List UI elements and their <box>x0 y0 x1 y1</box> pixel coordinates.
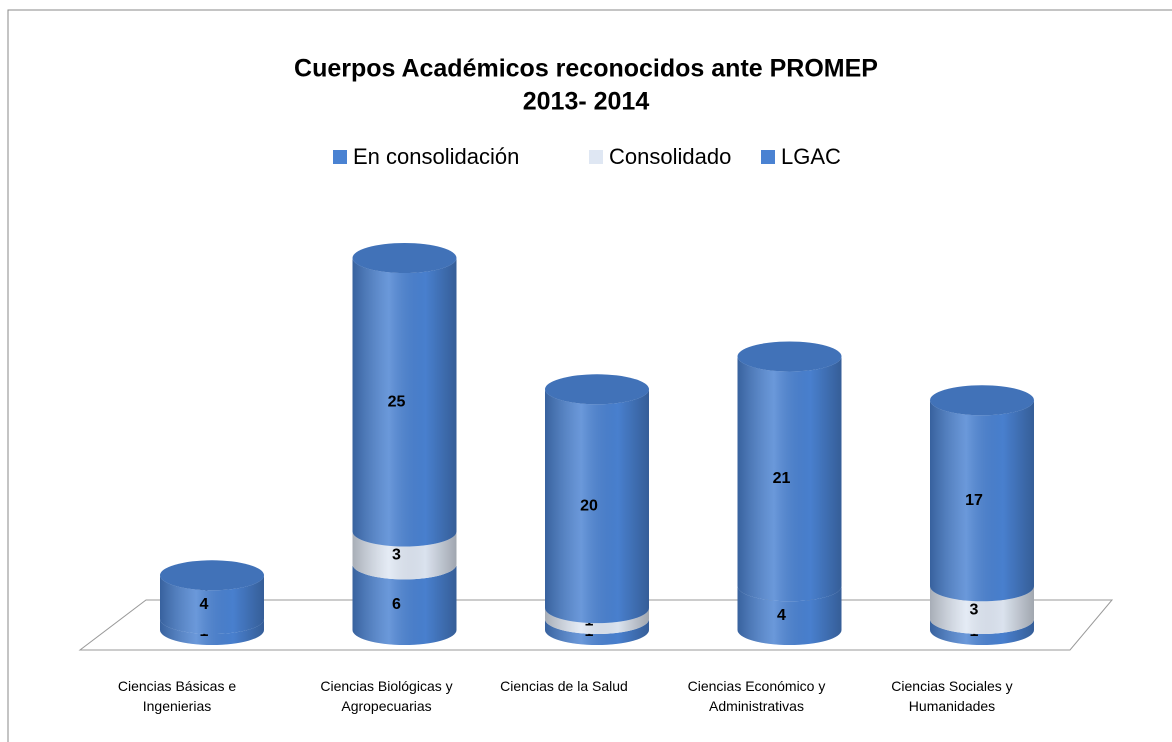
cylinder-cap <box>545 374 649 405</box>
cylinder-cap-shade <box>737 341 842 372</box>
legend-label: LGAC <box>781 144 841 169</box>
segment-shade <box>930 586 1034 635</box>
cylinder-cap <box>160 560 264 591</box>
cylinder-cap <box>737 341 842 372</box>
data-label: 4 <box>200 596 209 613</box>
data-label: 6 <box>392 596 401 613</box>
data-label: 17 <box>965 492 983 509</box>
chart-subtitle: 2013- 2014 <box>523 88 650 116</box>
cylinder-cap <box>930 385 1034 416</box>
segment-shade <box>737 586 842 646</box>
cylinder-cap-shade <box>352 243 457 273</box>
legend-label: En consolidación <box>353 144 519 169</box>
segment-shade <box>352 531 457 580</box>
cylinder-cap-shade <box>160 560 264 591</box>
segment-shade <box>545 389 649 624</box>
data-label: 25 <box>388 393 406 410</box>
segment-shade <box>160 575 264 635</box>
segment-shade <box>352 258 457 547</box>
data-label: 3 <box>970 601 979 618</box>
cylinder-cap-shade <box>930 385 1034 416</box>
cylinder-cap <box>352 243 457 273</box>
cylinder-cap-shade <box>545 374 649 405</box>
segment-shade <box>930 619 1034 645</box>
segment-shade <box>160 619 264 645</box>
x-tick-label: Ciencias Económico y Administrativas <box>687 678 826 714</box>
data-label: 3 <box>392 547 401 564</box>
legend-swatch <box>761 150 775 164</box>
data-label: 4 <box>777 607 786 624</box>
data-label: 20 <box>580 497 598 514</box>
chart-border <box>7 9 1172 742</box>
x-tick-label: Ciencias de la Salud <box>500 678 628 694</box>
x-tick-label: Ciencias Biológicas y Agropecuarias <box>320 678 453 714</box>
segment-shade <box>545 619 649 645</box>
segment-shade <box>545 608 649 635</box>
segment-shade <box>930 400 1034 602</box>
segment-shade <box>352 564 457 646</box>
data-label: 21 <box>773 470 791 487</box>
legend-swatch <box>333 150 347 164</box>
chart-title: Cuerpos Académicos reconocidos ante PROM… <box>294 55 878 83</box>
legend-label: Consolidado <box>609 144 731 169</box>
segment-shade <box>737 356 842 602</box>
x-tick-label: Ciencias Sociales y Humanidades <box>891 678 1013 714</box>
x-tick-label: Ciencias Básicas e Ingenierias <box>117 678 237 714</box>
legend-swatch <box>589 150 603 164</box>
